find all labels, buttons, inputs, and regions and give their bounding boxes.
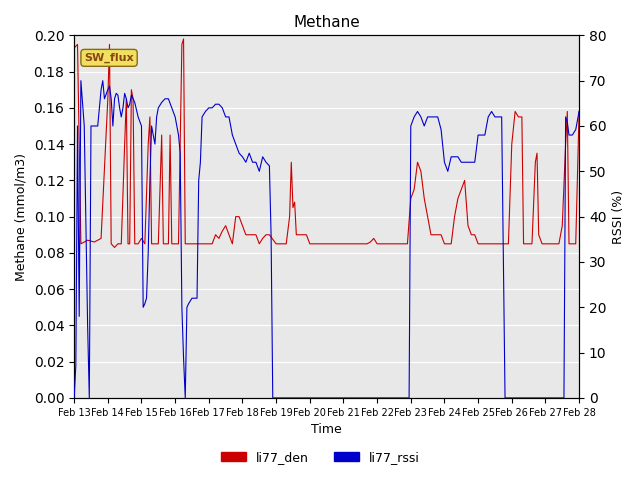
X-axis label: Time: Time bbox=[311, 423, 342, 436]
Text: SW_flux: SW_flux bbox=[84, 53, 134, 63]
Legend: li77_den, li77_rssi: li77_den, li77_rssi bbox=[216, 446, 424, 469]
Y-axis label: Methane (mmol/m3): Methane (mmol/m3) bbox=[15, 153, 28, 281]
Y-axis label: RSSI (%): RSSI (%) bbox=[612, 190, 625, 244]
Title: Methane: Methane bbox=[293, 15, 360, 30]
